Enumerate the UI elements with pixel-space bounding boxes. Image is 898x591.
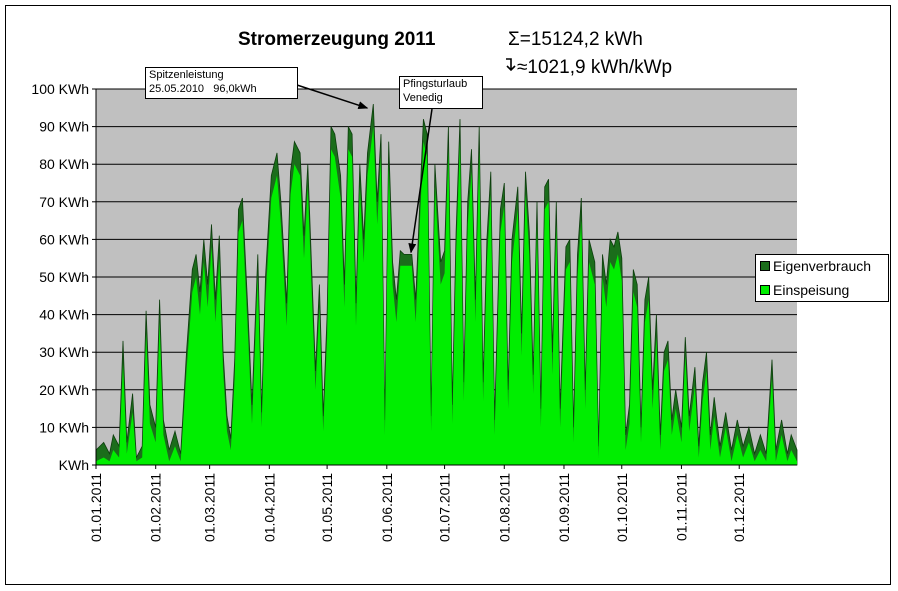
annotation-vacation: Pfingsturlaub Venedig [399,76,483,109]
x-tick-label: 01.03.2011 [202,473,218,542]
y-tick-label: 60 KWh [39,231,89,247]
x-tick-label: 01.11.2011 [673,473,689,541]
legend-swatch-eigenverbrauch [760,261,770,271]
chart-title: Stromerzeugung 2011 [238,29,436,50]
specific-yield-icon [506,58,516,72]
x-tick-label: 01.12.2011 [731,473,747,542]
legend: Eigenverbrauch Einspeisung [755,254,889,302]
y-tick-label: 10 KWh [39,419,89,435]
area-series-einspeisung [96,126,797,465]
sum-stat: Σ=15124,2 kWh [508,29,643,50]
annotation-peak-line1: Spitzenleistung [149,69,224,81]
legend-swatch-einspeisung [760,285,770,295]
y-tick-label: 80 KWh [39,156,89,172]
annotation-vacation-arrow [408,108,433,254]
x-tick-label: 01.06.2011 [379,473,395,542]
x-tick-label: 01.01.2011 [88,473,104,542]
legend-item-eigenverbrauch: Eigenverbrauch [760,257,871,275]
y-tick-label: 30 KWh [39,344,89,360]
annotation-peak: Spitzenleistung 25.05.2010 96,0kWh [145,67,298,99]
x-tick-label: 01.10.2011 [614,473,630,542]
annotation-peak-line2: 25.05.2010 96,0kWh [149,83,257,95]
legend-item-einspeisung: Einspeisung [760,281,849,299]
specific-yield-stat: ≈1021,9 kWh/kWp [517,57,672,78]
y-tick-label: 90 KWh [39,119,89,135]
annotation-vacation-line2: Venedig [403,92,443,104]
y-tick-label: 100 KWh [31,81,89,97]
y-tick-label: 50 KWh [39,269,89,285]
y-tick-label: 40 KWh [39,307,89,323]
x-tick-label: 01.02.2011 [148,473,164,542]
x-tick-label: 01.09.2011 [556,473,572,542]
y-tick-label: 20 KWh [39,382,89,398]
y-tick-label: 70 KWh [39,194,89,210]
legend-label-einspeisung: Einspeisung [773,282,850,298]
annotation-vacation-line1: Pfingsturlaub [403,78,468,90]
x-tick-label: 01.05.2011 [319,473,335,542]
x-tick-label: 01.08.2011 [496,473,512,542]
y-tick-label: KWh [59,457,89,473]
x-tick-label: 01.07.2011 [437,473,453,542]
annotation-peak-arrow [296,84,369,110]
legend-label-eigenverbrauch: Eigenverbrauch [773,258,872,274]
x-tick-label: 01.04.2011 [261,473,277,542]
